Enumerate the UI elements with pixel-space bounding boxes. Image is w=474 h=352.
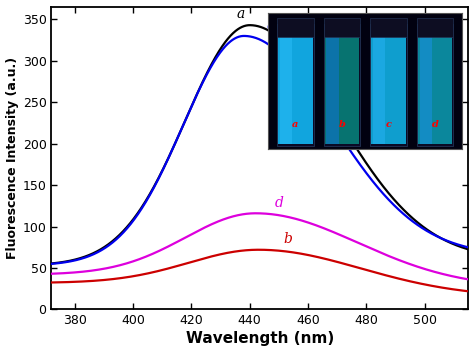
Text: c: c: [266, 19, 274, 33]
X-axis label: Wavelength (nm): Wavelength (nm): [186, 332, 334, 346]
Text: d: d: [274, 196, 283, 210]
Y-axis label: Fluorescence Intensity (a.u.): Fluorescence Intensity (a.u.): [6, 57, 18, 259]
Text: a: a: [237, 7, 245, 21]
Text: b: b: [283, 232, 292, 246]
